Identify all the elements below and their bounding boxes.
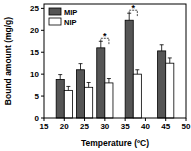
annotation: * bbox=[131, 3, 135, 13]
bar bbox=[56, 79, 64, 118]
error-bar bbox=[168, 58, 172, 63]
bar bbox=[158, 51, 166, 118]
error-bar bbox=[127, 13, 131, 20]
error-bar bbox=[58, 75, 62, 80]
y-tick-label: 15 bbox=[30, 48, 39, 57]
error-bar bbox=[87, 82, 91, 87]
error-bar bbox=[99, 41, 103, 48]
y-tick-label: 20 bbox=[30, 26, 39, 35]
bar bbox=[105, 83, 113, 118]
error-bar bbox=[66, 86, 70, 90]
x-tick-label: 25 bbox=[80, 122, 89, 131]
bar bbox=[125, 20, 133, 118]
bar bbox=[166, 63, 174, 118]
error-bar bbox=[79, 64, 83, 70]
y-tick-label: 10 bbox=[30, 70, 39, 79]
frame bbox=[44, 4, 186, 118]
legend-label: MIP bbox=[64, 8, 77, 17]
x-tick-label: 45 bbox=[161, 122, 170, 131]
x-tick-label: 35 bbox=[121, 122, 130, 131]
error-bar bbox=[160, 45, 164, 51]
annotation: * bbox=[103, 31, 107, 41]
x-tick-label: 30 bbox=[100, 122, 109, 131]
bar bbox=[76, 70, 84, 118]
bar bbox=[85, 87, 93, 118]
error-bar bbox=[135, 70, 139, 74]
legend-label: NIP bbox=[64, 18, 77, 27]
bar bbox=[64, 90, 72, 118]
error-bar bbox=[107, 79, 111, 83]
x-tick-label: 40 bbox=[141, 122, 150, 131]
x-tick-label: 20 bbox=[60, 122, 69, 131]
y-tick-label: 25 bbox=[30, 4, 39, 13]
bar bbox=[133, 74, 141, 118]
x-axis-label: Temperature (ºC) bbox=[81, 138, 149, 148]
x-tick-label: 50 bbox=[182, 122, 191, 131]
bar bbox=[97, 48, 105, 118]
y-tick-label: 5 bbox=[35, 92, 40, 101]
x-tick-label: 15 bbox=[40, 122, 49, 131]
legend-swatch bbox=[49, 18, 61, 25]
y-axis-label: Bound amount (mg/g) bbox=[3, 17, 13, 105]
legend-swatch bbox=[49, 8, 61, 15]
